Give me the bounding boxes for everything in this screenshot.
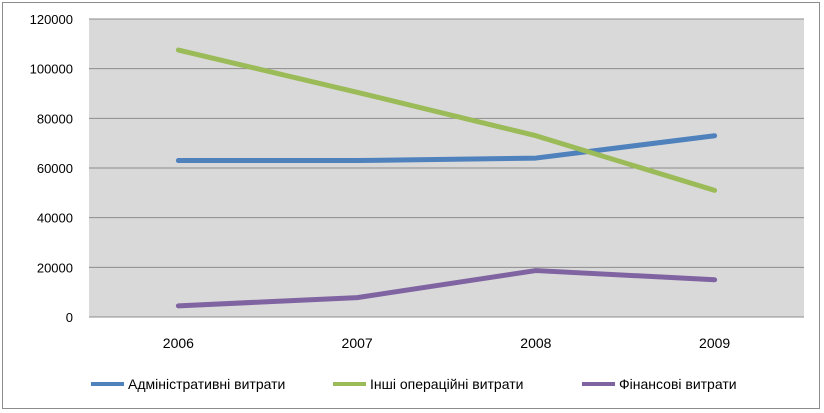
y-tick-label: 40000 <box>37 211 73 226</box>
x-axis-ticks: 2006 2007 2008 2009 <box>163 335 731 351</box>
y-tick-label: 100000 <box>30 62 73 77</box>
series-lines <box>175 47 718 309</box>
y-tick-label: 0 <box>66 310 73 325</box>
y-tick-label: 80000 <box>37 111 73 126</box>
chart-frame: 0 20000 40000 60000 80000 100000 120000 2006 20… <box>2 2 820 409</box>
legend: Адміністративні витрати Інші операційні в… <box>91 376 737 392</box>
legend-label: Інші операційні витрати <box>370 376 523 392</box>
x-tick-label: 2008 <box>520 335 551 351</box>
gridlines <box>89 18 804 318</box>
legend-label: Фінансові витрати <box>619 376 737 392</box>
y-tick-label: 60000 <box>37 161 73 176</box>
x-tick-label: 2006 <box>163 335 194 351</box>
series-line <box>175 268 718 309</box>
legend-label: Адміністративні витрати <box>128 376 285 392</box>
series-line <box>175 47 718 193</box>
x-tick-label: 2007 <box>342 335 373 351</box>
x-tick-label: 2009 <box>699 335 730 351</box>
y-tick-label: 120000 <box>30 12 73 27</box>
series-line <box>175 133 718 164</box>
y-axis-ticks: 0 20000 40000 60000 80000 100000 120000 <box>30 12 73 325</box>
y-tick-label: 20000 <box>37 260 73 275</box>
